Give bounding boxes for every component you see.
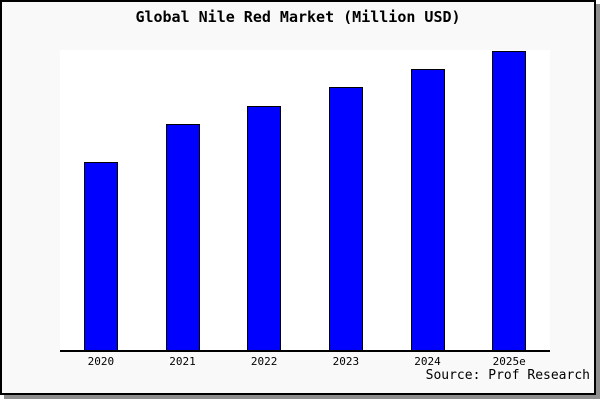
x-tick-label-2020: 2020 <box>87 355 115 368</box>
bar-2022 <box>247 106 282 350</box>
x-tick-label-2022: 2022 <box>250 355 278 368</box>
x-tick-label-2024: 2024 <box>414 355 441 368</box>
bar-2021 <box>165 124 200 350</box>
bar-2024 <box>410 69 445 350</box>
x-tick-label-2023: 2023 <box>332 355 360 368</box>
chart-title: Global Nile Red Market (Million USD) <box>135 8 461 26</box>
bar-2023 <box>328 87 363 350</box>
bar-2020 <box>83 162 118 350</box>
source-credit: Source: Prof Research <box>425 368 590 383</box>
bar-2025e <box>492 51 527 350</box>
x-tick-label-2025e: 2025e <box>492 355 526 368</box>
x-axis-labels: 2020 2021 2022 2023 2024 2025e <box>60 355 550 371</box>
plot-area <box>60 50 550 352</box>
x-tick-label-2021: 2021 <box>169 355 196 368</box>
